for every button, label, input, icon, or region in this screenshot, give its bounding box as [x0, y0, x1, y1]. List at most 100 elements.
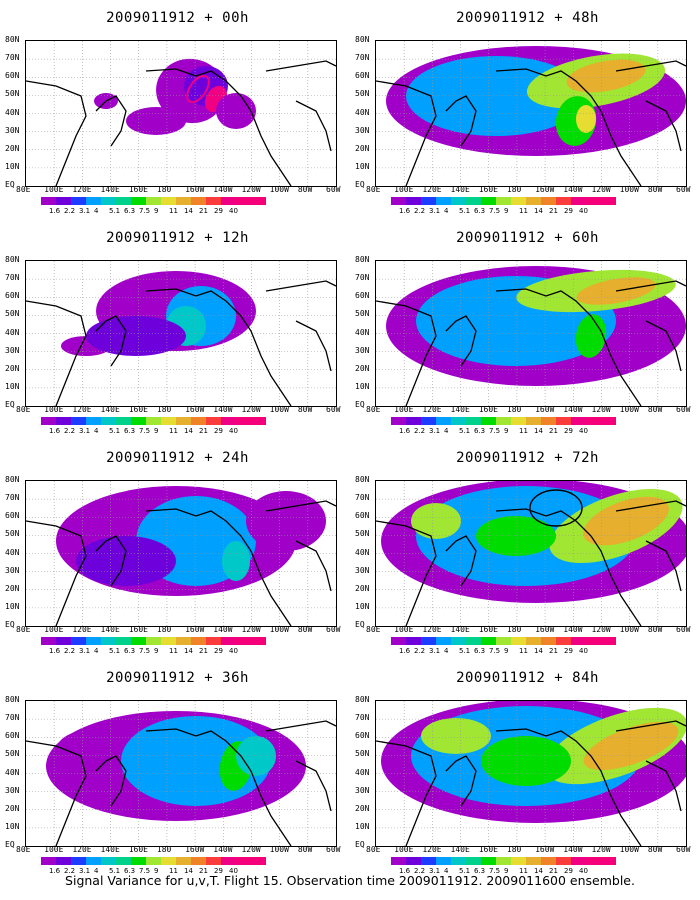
coastline [376, 60, 686, 186]
lon-label: 100E [44, 405, 64, 414]
lat-label: 50N [5, 89, 20, 99]
lon-label: 100W [269, 845, 289, 854]
colorbar-label: 14 [534, 207, 543, 215]
colorbar-swatch [421, 417, 436, 425]
colorbar-swatch [71, 197, 86, 205]
lon-label: 140W [213, 185, 233, 194]
colorbar-swatch [71, 417, 86, 425]
colorbar-label: 14 [534, 427, 543, 435]
colorbar-swatch [541, 857, 556, 865]
colorbar-label: 3.1 [429, 427, 441, 435]
colorbar-label: 2.2 [64, 647, 76, 655]
colorbar-label: 29 [564, 427, 573, 435]
lat-label: 70N [5, 493, 20, 503]
colorbar-label: 14 [184, 867, 193, 875]
colorbar-swatch [586, 197, 616, 205]
variance-contour [56, 731, 116, 771]
colorbar-swatch [191, 637, 206, 645]
lon-label: 80W [297, 625, 313, 634]
lat-label: 70N [355, 493, 370, 503]
colorbar-label: 2.2 [64, 427, 76, 435]
lat-label: 30N [5, 565, 20, 575]
lon-label: 160W [185, 405, 205, 414]
colorbar-swatch [86, 197, 101, 205]
lat-label: 20N [355, 363, 370, 373]
lon-label: 120W [241, 845, 261, 854]
lon-label: 160E [128, 845, 148, 854]
lon-label: 140W [213, 405, 233, 414]
lon-label: 160E [478, 185, 498, 194]
variance-contour [76, 536, 176, 586]
colorbar-label: 9 [504, 427, 509, 435]
map-area [375, 40, 687, 187]
colorbar-label: 6.3 [124, 207, 136, 215]
lat-label: 40N [5, 327, 20, 337]
lat-label: 10N [355, 161, 370, 171]
colorbar-label: 6.3 [124, 647, 136, 655]
colorbar-label: 11 [519, 427, 528, 435]
lon-label: 160E [128, 625, 148, 634]
lat-label: 40N [5, 107, 20, 117]
colorbar-label: 1.6 [49, 867, 61, 875]
coastline [26, 500, 336, 626]
colorbar-swatch [481, 417, 496, 425]
colorbar-swatch [116, 197, 131, 205]
variance-contour [222, 541, 250, 581]
lat-label: 80N [5, 35, 20, 44]
colorbar-label: 21 [199, 647, 208, 655]
colorbar-swatch [56, 637, 71, 645]
lon-label: 120W [241, 405, 261, 414]
lon-label: 180 [506, 185, 522, 194]
lat-label: 60N [5, 511, 20, 521]
colorbar-swatch [421, 197, 436, 205]
colorbar-label: 7.5 [489, 207, 501, 215]
lat-label: 50N [355, 89, 370, 99]
lon-label: 80E [16, 405, 31, 414]
colorbar [41, 197, 266, 205]
lat-label: 20N [5, 803, 20, 813]
lat-label: 60N [5, 291, 20, 301]
colorbar-label: 40 [229, 647, 238, 655]
lon-label: 80W [647, 405, 663, 414]
lat-label: 10N [355, 381, 370, 391]
lon-label: 120E [72, 185, 92, 194]
colorbar-label: 1.6 [399, 647, 411, 655]
lon-label: 140E [450, 405, 470, 414]
colorbar-label: 4 [94, 427, 99, 435]
panel-title: 2009011912 + 36h [106, 670, 249, 686]
lon-label: 180 [156, 625, 172, 634]
colorbar-label: 40 [579, 647, 588, 655]
colorbar-label: 14 [184, 207, 193, 215]
colorbar [391, 417, 616, 425]
lat-label: 70N [355, 713, 370, 723]
colorbar-swatch [391, 637, 406, 645]
variance-field [26, 41, 336, 186]
variance-contour [86, 316, 186, 356]
colorbar-swatch [391, 857, 406, 865]
colorbar-swatch [86, 417, 101, 425]
map-area [375, 260, 687, 407]
lon-label: 160E [478, 405, 498, 414]
lon-label: 140E [100, 625, 120, 634]
lat-label: 10N [355, 821, 370, 831]
colorbar [391, 857, 616, 865]
colorbar-label: 40 [579, 207, 588, 215]
colorbar-label: 11 [169, 207, 178, 215]
colorbar-label: 3.1 [79, 427, 91, 435]
colorbar-swatch [436, 417, 451, 425]
lat-label: 80N [5, 695, 20, 704]
colorbar-label: 29 [564, 867, 573, 875]
lon-label: 100W [619, 625, 639, 634]
lon-label: 100W [269, 185, 289, 194]
colorbar-swatch [451, 637, 466, 645]
lon-label: 80E [16, 185, 31, 194]
colorbar-label: 6.3 [474, 867, 486, 875]
lon-label: 140W [563, 845, 583, 854]
map-area [375, 480, 687, 627]
colorbar-swatch [191, 857, 206, 865]
colorbar-swatch [41, 637, 56, 645]
lon-label: 100W [619, 185, 639, 194]
colorbar-swatch [86, 637, 101, 645]
colorbar-swatch [41, 857, 56, 865]
lon-label: 60W [676, 405, 691, 414]
